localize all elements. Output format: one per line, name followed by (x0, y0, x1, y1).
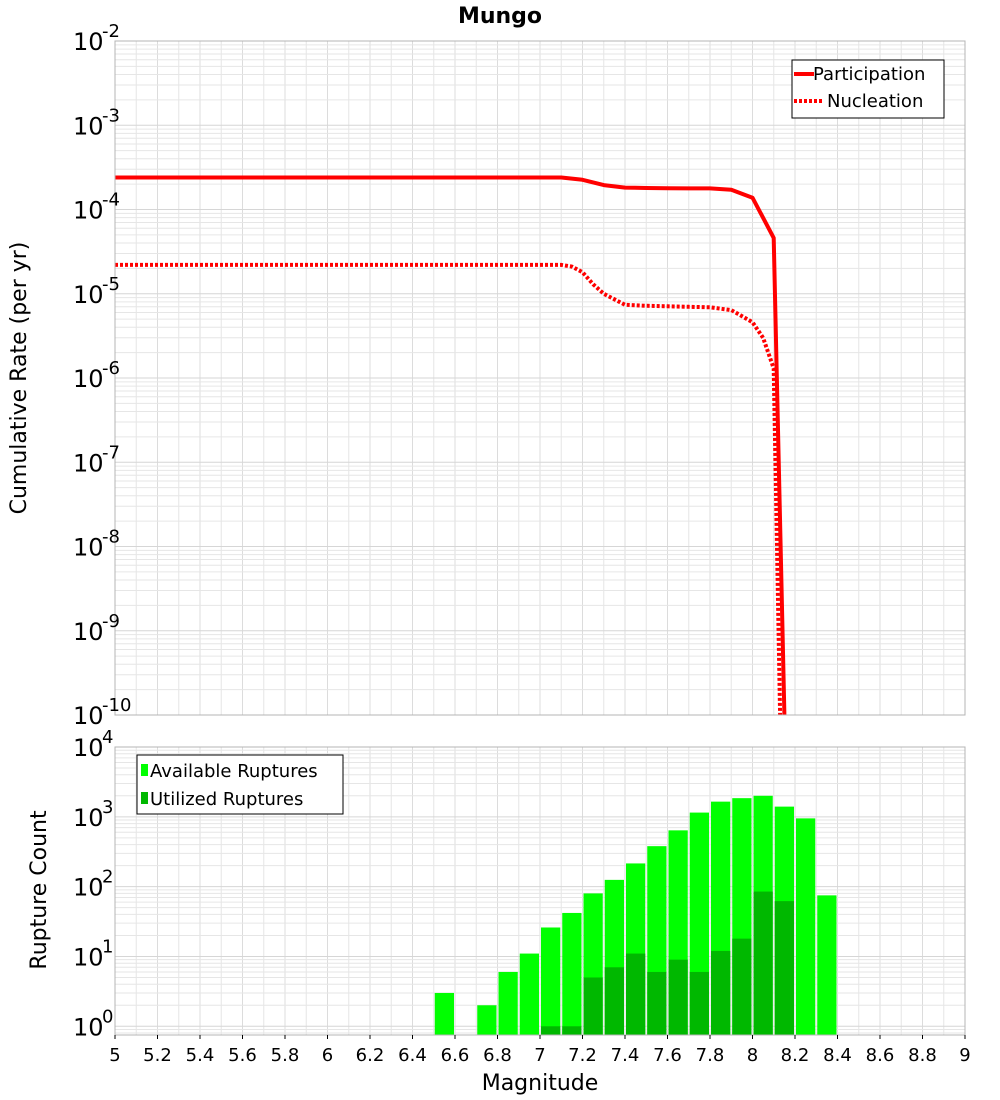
utilized-ruptures-bar (562, 1026, 582, 1035)
bottom-y-tick-label: 10 (73, 943, 104, 971)
bottom-y-tick-exponent: 2 (102, 867, 113, 888)
legend-utilized-label: Utilized Ruptures (150, 789, 303, 810)
bottom-y-tick-label: 10 (73, 804, 104, 832)
legend-utilized-swatch (141, 792, 148, 804)
x-tick-label: 8.8 (908, 1045, 937, 1066)
bottom-y-tick-exponent: 0 (102, 1006, 113, 1027)
x-tick-label: 8.2 (781, 1045, 810, 1066)
x-tick-label: 5.4 (186, 1045, 215, 1066)
utilized-ruptures-bar (626, 953, 646, 1035)
top-y-tick-label: 10 (73, 281, 104, 309)
available-ruptures-bar (796, 818, 816, 1035)
x-tick-label: 7.4 (611, 1045, 640, 1066)
bottom-legend: Available Ruptures Utilized Ruptures (136, 754, 344, 815)
x-tick-label: 6.4 (398, 1045, 427, 1066)
top-y-tick-label: 10 (73, 112, 104, 140)
available-ruptures-bar (477, 1005, 497, 1035)
bottom-y-tick-exponent: 1 (102, 936, 113, 957)
utilized-ruptures-bar (711, 950, 731, 1035)
available-ruptures-bar (498, 971, 518, 1035)
x-ticks: 5 5.2 5.4 5.6 5.8 6 6.2 6.4 6.6 6.8 7 7.2 7.4 7.6 7.8 8… (109, 1035, 971, 1066)
available-ruptures-bar (562, 912, 582, 1035)
bottom-legend-box (136, 754, 344, 815)
utilized-ruptures-bar (689, 971, 709, 1035)
top-legend: Participation Nucleation (791, 59, 945, 119)
bottom-y-tick-label: 10 (73, 1013, 104, 1041)
top-plot-frame (114, 40, 966, 716)
x-tick-label: 6.6 (441, 1045, 470, 1066)
available-ruptures-bar (434, 992, 454, 1035)
top-y-tick-label: 10 (73, 197, 104, 225)
top-y-tick-exponent: -6 (102, 358, 120, 379)
utilized-ruptures-bar (668, 959, 688, 1035)
x-tick-label: 6 (322, 1045, 333, 1066)
x-tick-label: 7.8 (696, 1045, 725, 1066)
bottom-y-axis-label: Rupture Count (27, 810, 52, 970)
top-y-tick-exponent: -2 (102, 21, 120, 42)
nucleation-line (115, 262, 783, 716)
x-tick-label: 5.2 (143, 1045, 172, 1066)
x-tick-label: 5.8 (271, 1045, 300, 1066)
x-axis-label: Magnitude (482, 1071, 599, 1096)
bottom-grid (115, 747, 965, 1035)
utilized-ruptures-bar (604, 967, 624, 1035)
top-y-axis-label: Cumulative Rate (per yr) (7, 242, 32, 515)
utilized-ruptures-bar (732, 938, 752, 1035)
legend-participation-label: Participation (813, 64, 925, 85)
top-y-tick-label: 10 (73, 449, 104, 477)
legend-nucleation-label: Nucleation (827, 91, 923, 112)
x-tick-label: 8 (747, 1045, 758, 1066)
top-y-tick-exponent: -4 (102, 190, 120, 211)
top-y-tick-exponent: -10 (102, 695, 131, 716)
x-tick-label: 8.6 (866, 1045, 895, 1066)
utilized-ruptures-bar (774, 901, 794, 1035)
top-y-tick-exponent: -8 (102, 527, 120, 548)
x-tick-label: 9 (959, 1045, 970, 1066)
legend-available-swatch (141, 764, 148, 776)
bottom-y-tick-exponent: 3 (102, 797, 113, 818)
x-tick-label: 5 (109, 1045, 120, 1066)
utilized-ruptures-bar (541, 1026, 561, 1035)
bottom-y-tick-exponent: 4 (102, 727, 113, 748)
bottom-y-tick-label: 10 (73, 734, 104, 762)
x-tick-label: 7.2 (568, 1045, 597, 1066)
top-y-tick-label: 10 (73, 28, 104, 56)
x-tick-label: 8.4 (823, 1045, 852, 1066)
available-ruptures-bar (519, 953, 539, 1035)
available-ruptures-bar (541, 927, 561, 1035)
x-tick-label: 7.6 (653, 1045, 682, 1066)
legend-available-label: Available Ruptures (150, 761, 318, 782)
chart-title: Mungo (458, 4, 542, 29)
x-tick-label: 5.6 (228, 1045, 257, 1066)
top-y-tick-exponent: -9 (102, 611, 120, 632)
x-tick-label: 6.8 (483, 1045, 512, 1066)
x-tick-label: 6.2 (356, 1045, 385, 1066)
bar-group (434, 795, 837, 1035)
top-y-tick-label: 10 (73, 618, 104, 646)
bottom-y-tick-label: 10 (73, 874, 104, 902)
top-grid (115, 41, 965, 716)
top-y-tick-exponent: -5 (102, 274, 120, 295)
top-y-tick-exponent: -3 (102, 105, 120, 126)
utilized-ruptures-bar (753, 891, 773, 1035)
x-tick-label: 7 (534, 1045, 545, 1066)
top-legend-box (791, 59, 945, 119)
top-y-tick-label: 10 (73, 534, 104, 562)
top-y-tick-label: 10 (73, 702, 104, 730)
utilized-ruptures-bar (647, 971, 667, 1035)
top-y-tick-exponent: -7 (102, 442, 120, 463)
available-ruptures-bar (817, 895, 837, 1035)
utilized-ruptures-bar (583, 977, 603, 1035)
top-y-tick-label: 10 (73, 365, 104, 393)
line-group (115, 175, 787, 716)
participation-line (115, 175, 787, 716)
